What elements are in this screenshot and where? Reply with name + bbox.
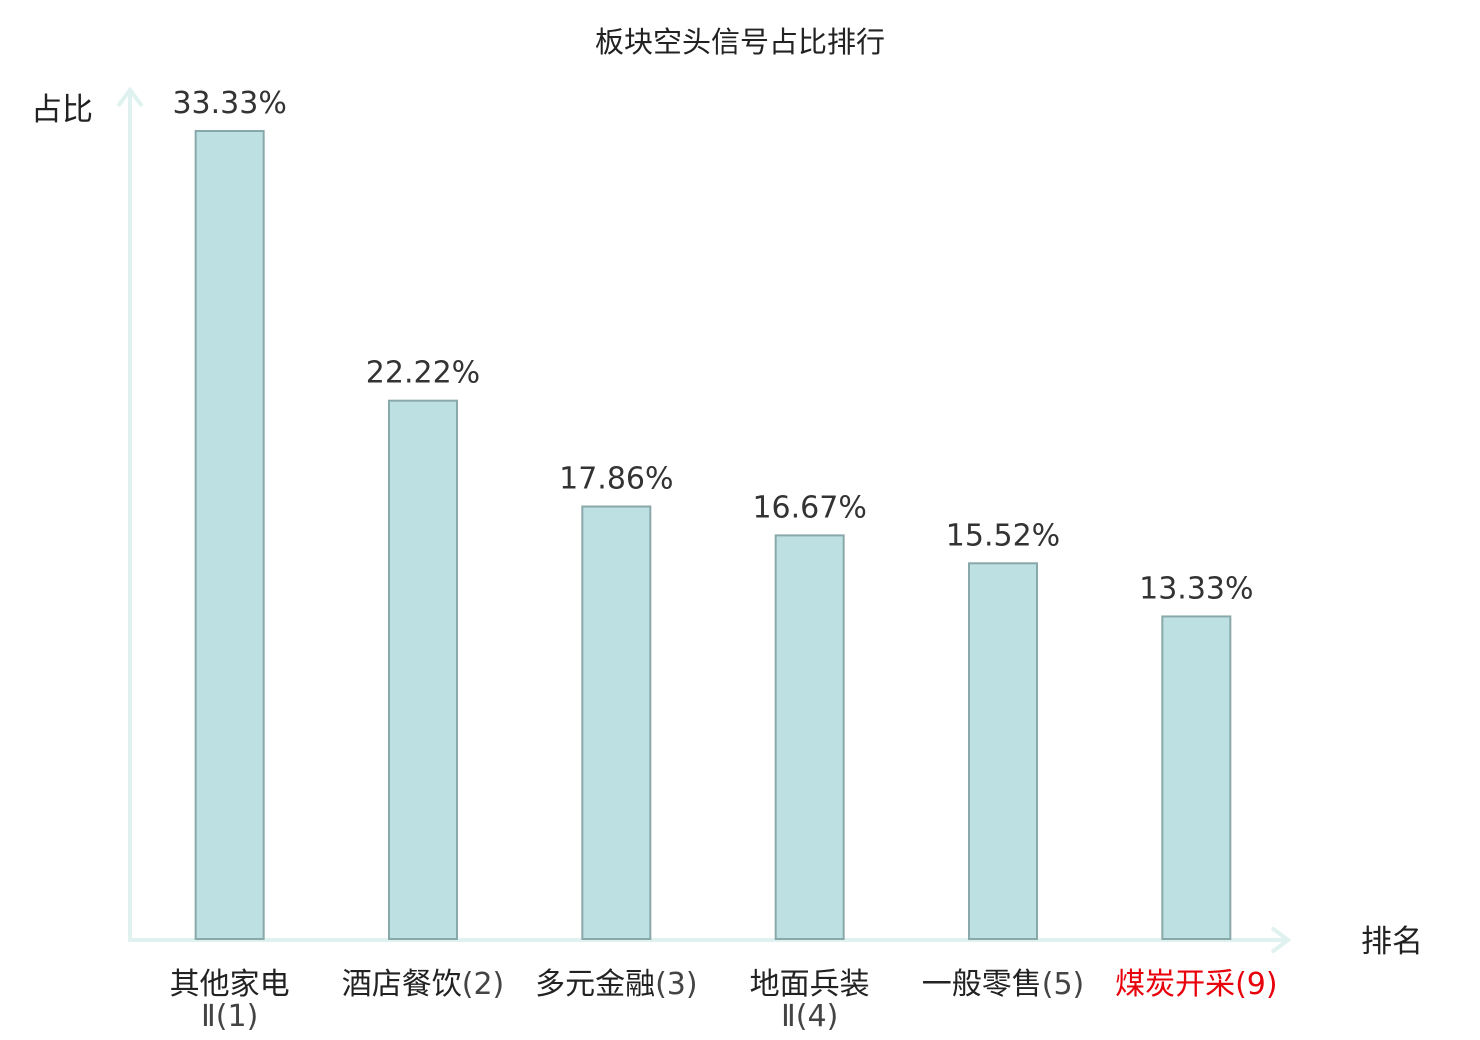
svg-text:一般零售(5): 一般零售(5) [922,967,1085,1002]
category-rank: (9) [1235,967,1278,1002]
x-axis-label: 排名 [1361,924,1423,960]
bar-3 [581,505,652,940]
chart-title: 板块空头信号占比排行 [595,25,885,59]
value-label-1: 33.33% [172,86,286,121]
y-axis-arrow [116,86,144,108]
svg-text:酒店餐饮(2): 酒店餐饮(2) [342,967,505,1002]
bar-1 [194,130,265,940]
bar-5 [968,562,1038,940]
category-label-5: 一般零售(5) [922,967,1085,1002]
category-rank: (3) [655,967,698,1002]
value-label-3: 17.86% [559,461,673,496]
bar-4 [774,534,845,941]
category-label-3: 多元金融(3) [535,967,698,1002]
category-label-6: 煤炭开采(9) [1115,967,1278,1002]
svg-text:煤炭开采(9): 煤炭开采(9) [1115,967,1278,1002]
category-name: 煤炭开采 [1115,967,1235,1002]
category-label-2: 酒店餐饮(2) [342,967,505,1002]
y-axis: 占比 [31,86,144,940]
category-name: 酒店餐饮 [342,967,462,1002]
category-name: 多元金融 [535,967,655,1002]
bar-series [194,130,1232,941]
bar-2 [388,399,458,940]
y-axis-label: 占比 [31,92,93,128]
value-label-2: 22.22% [366,356,480,391]
value-labels: 33.33% 22.22% 17.86% 16.67% 15.52% 13.33% [172,86,1253,606]
category-name: 其他家电 [170,967,290,1002]
value-label-4: 16.67% [752,490,866,525]
category-rank: (2) [462,967,505,1002]
bar-6 [1161,615,1232,940]
category-rank: (5) [1042,967,1085,1002]
value-label-5: 15.52% [946,518,1060,553]
category-name: 地面兵装 [750,967,870,1002]
category-rank: Ⅱ(4) [781,999,838,1034]
category-rank: Ⅱ(1) [201,999,258,1034]
svg-text:多元金融(3): 多元金融(3) [535,967,698,1002]
x-axis: 排名 [128,924,1423,960]
x-axis-arrow [1270,926,1292,954]
category-name: 一般零售 [922,967,1042,1002]
value-label-6: 13.33% [1139,571,1253,606]
